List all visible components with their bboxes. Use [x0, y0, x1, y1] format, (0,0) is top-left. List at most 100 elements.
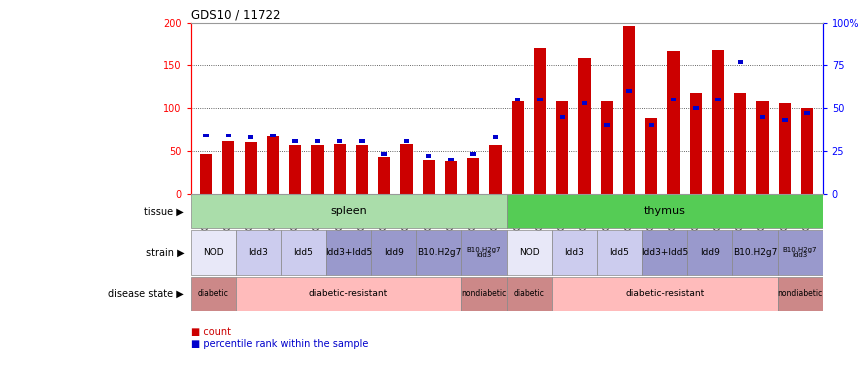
Bar	[372, 230, 417, 275]
Bar	[507, 277, 552, 311]
Bar	[515, 98, 520, 101]
Bar	[733, 230, 778, 275]
Bar	[226, 134, 231, 137]
Bar	[693, 106, 699, 110]
Bar	[314, 139, 320, 142]
Bar	[779, 103, 791, 194]
Bar	[467, 158, 480, 194]
Bar	[404, 139, 410, 142]
Bar	[668, 51, 680, 194]
Text: Idd3: Idd3	[249, 248, 268, 257]
Bar	[507, 230, 552, 275]
Bar	[236, 230, 281, 275]
Bar	[289, 145, 301, 194]
Text: B10.H2g7
Idd3: B10.H2g7 Idd3	[783, 247, 818, 258]
Bar	[552, 230, 597, 275]
Bar	[537, 98, 543, 101]
Bar	[281, 230, 326, 275]
Bar	[333, 144, 346, 194]
Bar	[378, 157, 391, 194]
Bar	[582, 101, 587, 105]
Text: diabetic-resistant: diabetic-resistant	[309, 289, 388, 298]
Bar	[778, 230, 823, 275]
Bar	[604, 123, 610, 127]
Text: ■ percentile rank within the sample: ■ percentile rank within the sample	[191, 339, 368, 349]
Bar	[191, 194, 507, 228]
Bar	[556, 101, 568, 194]
Text: Idd3+Idd5: Idd3+Idd5	[641, 248, 688, 257]
Bar	[337, 139, 342, 142]
Bar	[311, 145, 324, 194]
Bar	[642, 230, 688, 275]
Text: Idd9: Idd9	[384, 248, 404, 257]
Text: B10.H2g7
Idd3: B10.H2g7 Idd3	[467, 247, 501, 258]
Bar	[400, 144, 412, 194]
Bar	[734, 93, 746, 194]
Text: GDS10 / 11722: GDS10 / 11722	[191, 9, 280, 21]
Bar	[715, 98, 721, 101]
Bar	[445, 161, 457, 194]
Text: ■ count: ■ count	[191, 327, 230, 337]
Bar	[248, 135, 254, 139]
Bar	[200, 154, 212, 194]
Bar	[470, 152, 476, 156]
Bar	[805, 111, 810, 115]
Text: Idd3+Idd5: Idd3+Idd5	[325, 248, 372, 257]
Bar	[801, 108, 813, 194]
Bar	[688, 230, 733, 275]
Bar	[759, 115, 766, 118]
Bar	[601, 101, 613, 194]
Bar	[778, 277, 823, 311]
Bar	[712, 50, 724, 194]
Bar	[356, 145, 368, 194]
Bar	[191, 277, 236, 311]
Bar	[244, 142, 256, 194]
Bar	[623, 26, 635, 194]
Text: nondiabetic: nondiabetic	[778, 289, 823, 298]
Bar	[270, 134, 275, 137]
Bar	[559, 115, 565, 118]
Bar	[426, 154, 431, 158]
Text: disease state ▶: disease state ▶	[108, 289, 184, 299]
Bar	[204, 134, 209, 137]
Text: tissue ▶: tissue ▶	[145, 206, 184, 216]
Bar	[626, 89, 632, 93]
Text: spleen: spleen	[330, 206, 367, 216]
Bar	[533, 48, 546, 194]
Text: NOD: NOD	[203, 248, 223, 257]
Bar	[645, 118, 657, 194]
Text: NOD: NOD	[519, 248, 540, 257]
Bar	[293, 139, 298, 142]
Bar	[462, 277, 507, 311]
Bar	[381, 152, 387, 156]
Text: Idd5: Idd5	[294, 248, 313, 257]
Text: diabetic: diabetic	[197, 289, 229, 298]
Bar	[417, 230, 462, 275]
Bar	[671, 98, 676, 101]
Bar	[223, 140, 235, 194]
Bar	[267, 135, 279, 194]
Bar	[326, 230, 372, 275]
Bar	[489, 145, 501, 194]
Bar	[649, 123, 654, 127]
Bar	[782, 118, 787, 122]
Bar	[359, 139, 365, 142]
Bar	[578, 58, 591, 194]
Bar	[423, 160, 435, 194]
Bar	[552, 277, 778, 311]
Bar	[493, 135, 498, 139]
Bar	[462, 230, 507, 275]
Bar	[507, 194, 823, 228]
Text: Idd9: Idd9	[700, 248, 720, 257]
Bar	[191, 230, 236, 275]
Text: diabetic-resistant: diabetic-resistant	[625, 289, 704, 298]
Bar	[236, 277, 462, 311]
Bar	[597, 230, 642, 275]
Text: nondiabetic: nondiabetic	[462, 289, 507, 298]
Bar	[512, 101, 524, 194]
Bar	[757, 101, 769, 194]
Text: strain ▶: strain ▶	[145, 248, 184, 258]
Text: B10.H2g7: B10.H2g7	[733, 248, 777, 257]
Bar	[738, 60, 743, 64]
Text: diabetic: diabetic	[514, 289, 545, 298]
